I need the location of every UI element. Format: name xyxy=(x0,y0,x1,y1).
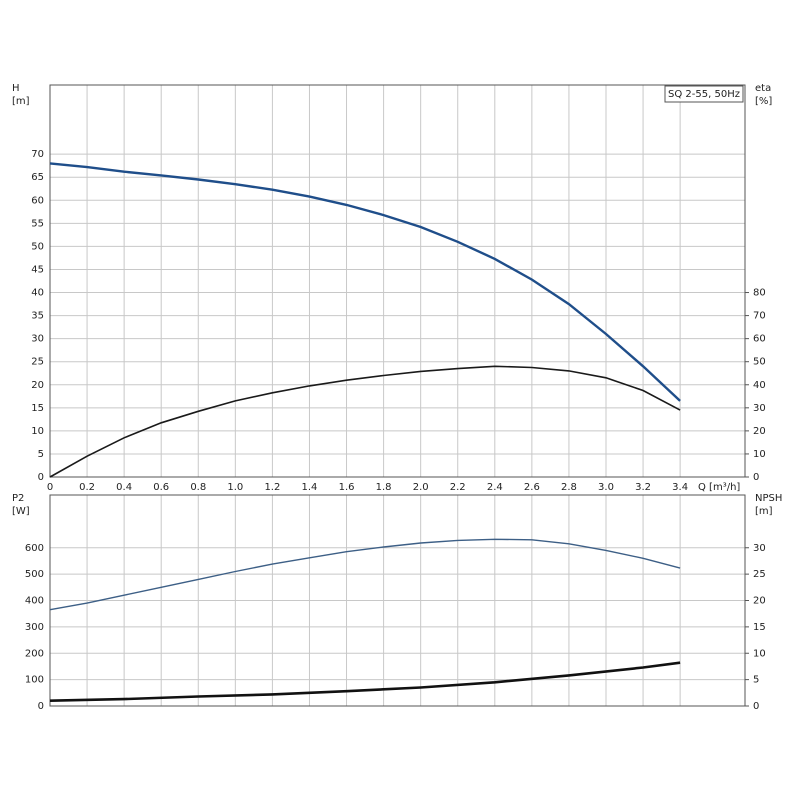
x-axis-label: Q [m³/h] xyxy=(698,482,740,493)
y2-axis-label: eta xyxy=(755,83,771,94)
y2-tick-label: 30 xyxy=(753,403,766,414)
x-tick-label: 3.4 xyxy=(672,482,688,493)
curve-eta xyxy=(49,365,681,478)
y-tick-label: 5 xyxy=(38,449,44,460)
y-tick-label: 60 xyxy=(31,195,44,206)
y-tick-label: 10 xyxy=(31,426,44,437)
y2-tick-label: 10 xyxy=(753,648,766,659)
x-tick-label: 1.8 xyxy=(376,482,392,493)
y-tick-label: 500 xyxy=(25,569,44,580)
y2-axis-label: NPSH xyxy=(755,493,782,504)
y2-tick-label: 30 xyxy=(753,543,766,554)
y2-tick-label: 25 xyxy=(753,569,766,580)
x-tick-label: 2.8 xyxy=(561,482,577,493)
y-tick-label: 100 xyxy=(25,675,44,686)
y2-tick-label: 10 xyxy=(753,449,766,460)
y2-axis-unit: [%] xyxy=(755,96,772,107)
x-tick-label: 0.4 xyxy=(116,482,132,493)
y2-tick-label: 20 xyxy=(753,596,766,607)
plot-frame xyxy=(49,494,746,707)
x-tick-label: 1.0 xyxy=(227,482,243,493)
x-tick-label: 2.0 xyxy=(413,482,429,493)
x-tick-label: 0.8 xyxy=(190,482,206,493)
x-tick-label: 2.4 xyxy=(487,482,503,493)
y-axis-label: H xyxy=(12,83,20,94)
y2-tick-label: 20 xyxy=(753,426,766,437)
x-tick-label: 0 xyxy=(47,482,53,493)
y-tick-label: 200 xyxy=(25,648,44,659)
y-tick-label: 30 xyxy=(31,334,44,345)
y-tick-label: 40 xyxy=(31,288,44,299)
curve-npsh xyxy=(49,661,681,702)
y-tick-label: 600 xyxy=(25,543,44,554)
y2-tick-label: 0 xyxy=(753,472,759,483)
x-tick-label: 2.2 xyxy=(450,482,466,493)
y2-tick-label: 5 xyxy=(753,675,759,686)
legend-text: SQ 2-55, 50Hz xyxy=(668,89,740,100)
x-tick-label: 3.0 xyxy=(598,482,614,493)
y-tick-label: 70 xyxy=(31,149,44,160)
y-tick-label: 35 xyxy=(31,311,44,322)
curve-h xyxy=(49,162,681,402)
y-tick-label: 55 xyxy=(31,218,44,229)
y-axis-unit: [W] xyxy=(12,506,30,517)
x-tick-label: 2.6 xyxy=(524,482,540,493)
y-tick-label: 20 xyxy=(31,380,44,391)
x-tick-label: 0.6 xyxy=(153,482,169,493)
y-tick-label: 0 xyxy=(38,472,44,483)
y-tick-label: 25 xyxy=(31,357,44,368)
y2-tick-label: 40 xyxy=(753,380,766,391)
y2-axis-unit: [m] xyxy=(755,506,773,517)
y-tick-label: 400 xyxy=(25,596,44,607)
y-tick-label: 50 xyxy=(31,241,44,252)
y-tick-label: 0 xyxy=(38,701,44,712)
y2-tick-label: 60 xyxy=(753,334,766,345)
curve-p2 xyxy=(49,538,681,611)
y-tick-label: 45 xyxy=(31,264,44,275)
y-tick-label: 65 xyxy=(31,172,44,183)
y2-tick-label: 70 xyxy=(753,311,766,322)
y-axis-unit: [m] xyxy=(12,96,30,107)
x-tick-label: 1.4 xyxy=(302,482,318,493)
x-tick-label: 1.2 xyxy=(264,482,280,493)
y2-tick-label: 0 xyxy=(753,701,759,712)
y2-tick-label: 80 xyxy=(753,288,766,299)
y-tick-label: 300 xyxy=(25,622,44,633)
x-tick-label: 1.6 xyxy=(339,482,355,493)
y-axis-label: P2 xyxy=(12,493,24,504)
y2-tick-label: 50 xyxy=(753,357,766,368)
x-tick-label: 0.2 xyxy=(79,482,95,493)
x-tick-label: 3.2 xyxy=(635,482,651,493)
y2-tick-label: 15 xyxy=(753,622,766,633)
plot-frame xyxy=(49,84,746,478)
y-tick-label: 15 xyxy=(31,403,44,414)
legend-box xyxy=(664,85,744,103)
